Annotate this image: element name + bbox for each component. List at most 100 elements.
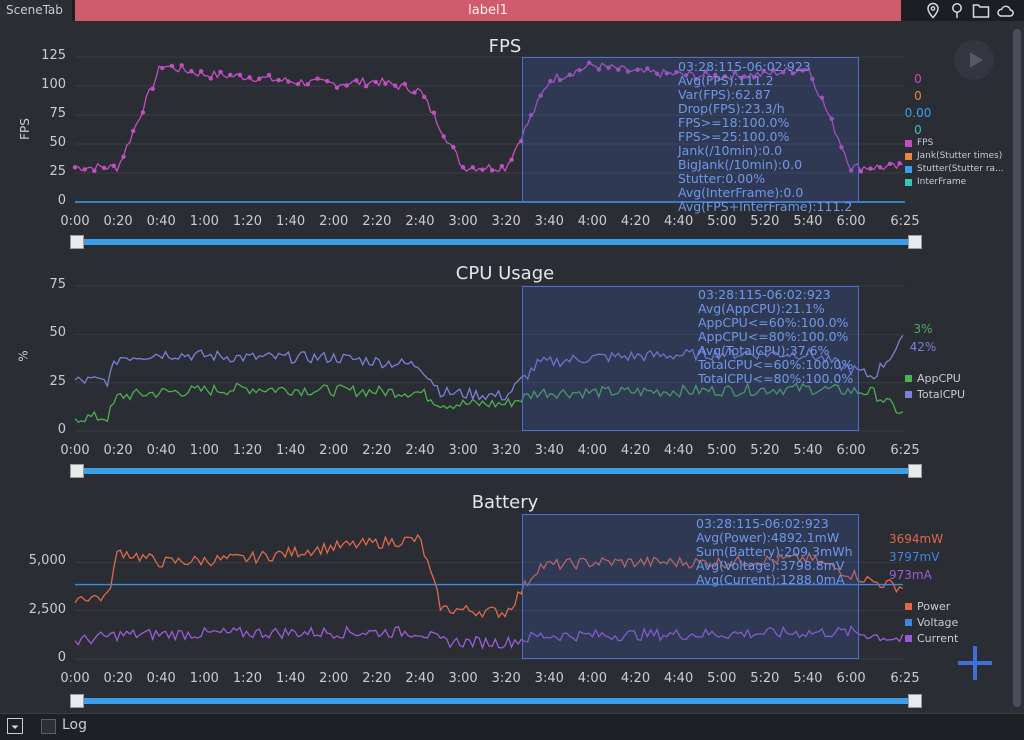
cloud-icon[interactable] <box>996 2 1014 19</box>
battery-selection-region[interactable] <box>522 514 859 659</box>
legend-item[interactable]: Stutter(Stutter ra... <box>905 164 1004 174</box>
fps-point <box>402 81 408 87</box>
battery-time-scroller[interactable] <box>70 694 922 708</box>
scroller-track[interactable] <box>78 468 914 474</box>
fps-point <box>179 63 184 68</box>
legend-item[interactable]: Power <box>905 600 950 613</box>
fps-point <box>169 63 175 69</box>
legend-item[interactable]: TotalCPU <box>905 388 965 401</box>
fps-point <box>800 68 805 73</box>
legend-item[interactable]: Current <box>905 632 958 645</box>
scroller-right-handle[interactable] <box>908 235 922 249</box>
top-icons <box>924 2 1014 19</box>
fps-selection-region[interactable] <box>522 57 859 202</box>
x-tick-label: 4:40 <box>664 214 694 229</box>
add-icon[interactable] <box>955 643 995 683</box>
fps-point <box>829 116 834 122</box>
stat-line: Avg(Voltage):3798.8mV <box>696 558 845 573</box>
stat-line: AppCPU<=60%:100.0% <box>698 315 849 330</box>
y-tick-label: 5,000 <box>28 553 66 569</box>
location-pin-icon[interactable] <box>924 2 942 19</box>
legend-item[interactable]: AppCPU <box>905 372 961 385</box>
folder-icon[interactable] <box>972 2 990 19</box>
fps-point <box>810 76 815 82</box>
fps-point <box>150 86 155 92</box>
x-tick-label: 4:40 <box>664 443 694 458</box>
legend-value: 3797mV <box>889 550 940 564</box>
y-tick-label: 2,500 <box>28 601 66 617</box>
fps-point <box>111 163 117 169</box>
fps-point <box>654 71 660 76</box>
legend-swatch <box>905 152 912 160</box>
top-bar: SceneTab label1 <box>0 0 1024 21</box>
legend-value: 0 <box>914 72 922 86</box>
scrollbar-thumb[interactable] <box>1013 29 1021 707</box>
fps-point <box>839 144 844 150</box>
fps-point <box>819 95 825 100</box>
chevron-down-icon <box>11 725 19 729</box>
scroller-left-handle[interactable] <box>70 464 84 478</box>
stat-line: BigJank(/10min):0.0 <box>678 157 803 172</box>
legend-item[interactable]: Voltage <box>905 616 958 629</box>
legend-label: AppCPU <box>917 372 961 385</box>
cpu-selection-region[interactable] <box>522 286 859 431</box>
fps-point <box>693 77 699 82</box>
fps-point <box>131 128 136 134</box>
fps-point <box>577 67 582 73</box>
legend-label: TotalCPU <box>917 388 966 401</box>
log-label: Log <box>62 717 88 733</box>
dropdown-toggle[interactable] <box>7 718 23 734</box>
scroller-left-handle[interactable] <box>70 694 84 708</box>
vertical-scrollbar[interactable] <box>1010 21 1024 713</box>
scroller-right-handle[interactable] <box>908 464 922 478</box>
legend-item[interactable]: FPS <box>905 138 933 148</box>
scroller-right-handle[interactable] <box>908 694 922 708</box>
fps-point <box>92 168 97 174</box>
fps-point <box>897 161 902 166</box>
stat-line: Avg(FPS):111.2 <box>678 73 774 88</box>
legend-item[interactable]: InterFrame <box>905 177 966 187</box>
fps-point <box>305 82 311 87</box>
stat-line: Avg(AppCPU):21.1% <box>698 301 825 316</box>
fps-point <box>848 168 854 173</box>
fps-point <box>189 69 194 74</box>
series-line-0 <box>74 533 904 619</box>
scroller-left-handle[interactable] <box>70 235 84 249</box>
cpu-time-scroller[interactable] <box>70 464 922 478</box>
map-pin-icon[interactable] <box>948 2 966 19</box>
scroller-track[interactable] <box>78 239 914 245</box>
legend-swatch <box>905 391 912 398</box>
stat-line: Avg(FPS+InterFrame):111.2 <box>678 199 853 214</box>
y-tick-label: 100 <box>41 77 66 92</box>
legend-item[interactable]: Jank(Stutter times) <box>905 151 1002 161</box>
stat-line: AppCPU<=80%:100.0% <box>698 329 849 344</box>
fps-point <box>441 134 446 139</box>
x-tick-label: 0:20 <box>103 671 133 686</box>
fps-point <box>373 79 378 85</box>
scene-tab[interactable]: SceneTab <box>0 0 72 21</box>
fps-point <box>82 167 87 172</box>
fps-time-scroller[interactable] <box>70 235 922 249</box>
x-tick-label: 3:00 <box>448 443 478 458</box>
x-tick-label: 3:00 <box>448 214 478 229</box>
fps-point <box>247 75 252 80</box>
scroller-track[interactable] <box>78 698 914 704</box>
fps-point <box>451 144 456 150</box>
x-tick-label: 3:20 <box>491 214 521 229</box>
fps-point <box>509 157 514 162</box>
legend-value: 42% <box>909 340 937 354</box>
x-tick-label: 3:00 <box>448 671 478 686</box>
x-tick-label: 1:20 <box>232 214 263 229</box>
fps-point <box>431 110 437 115</box>
fps-point <box>790 71 796 76</box>
play-button[interactable] <box>954 40 994 80</box>
x-tick-label: 5:40 <box>793 671 823 686</box>
fps-point <box>266 72 272 78</box>
x-tick-label: 3:40 <box>534 214 564 229</box>
fps-point <box>295 81 301 87</box>
x-tick-label: 2:20 <box>362 671 392 686</box>
log-checkbox[interactable] <box>41 719 56 734</box>
fps-plot <box>72 56 905 203</box>
legend-value: 3694mW <box>889 532 944 546</box>
x-tick-label: 1:40 <box>275 671 306 686</box>
